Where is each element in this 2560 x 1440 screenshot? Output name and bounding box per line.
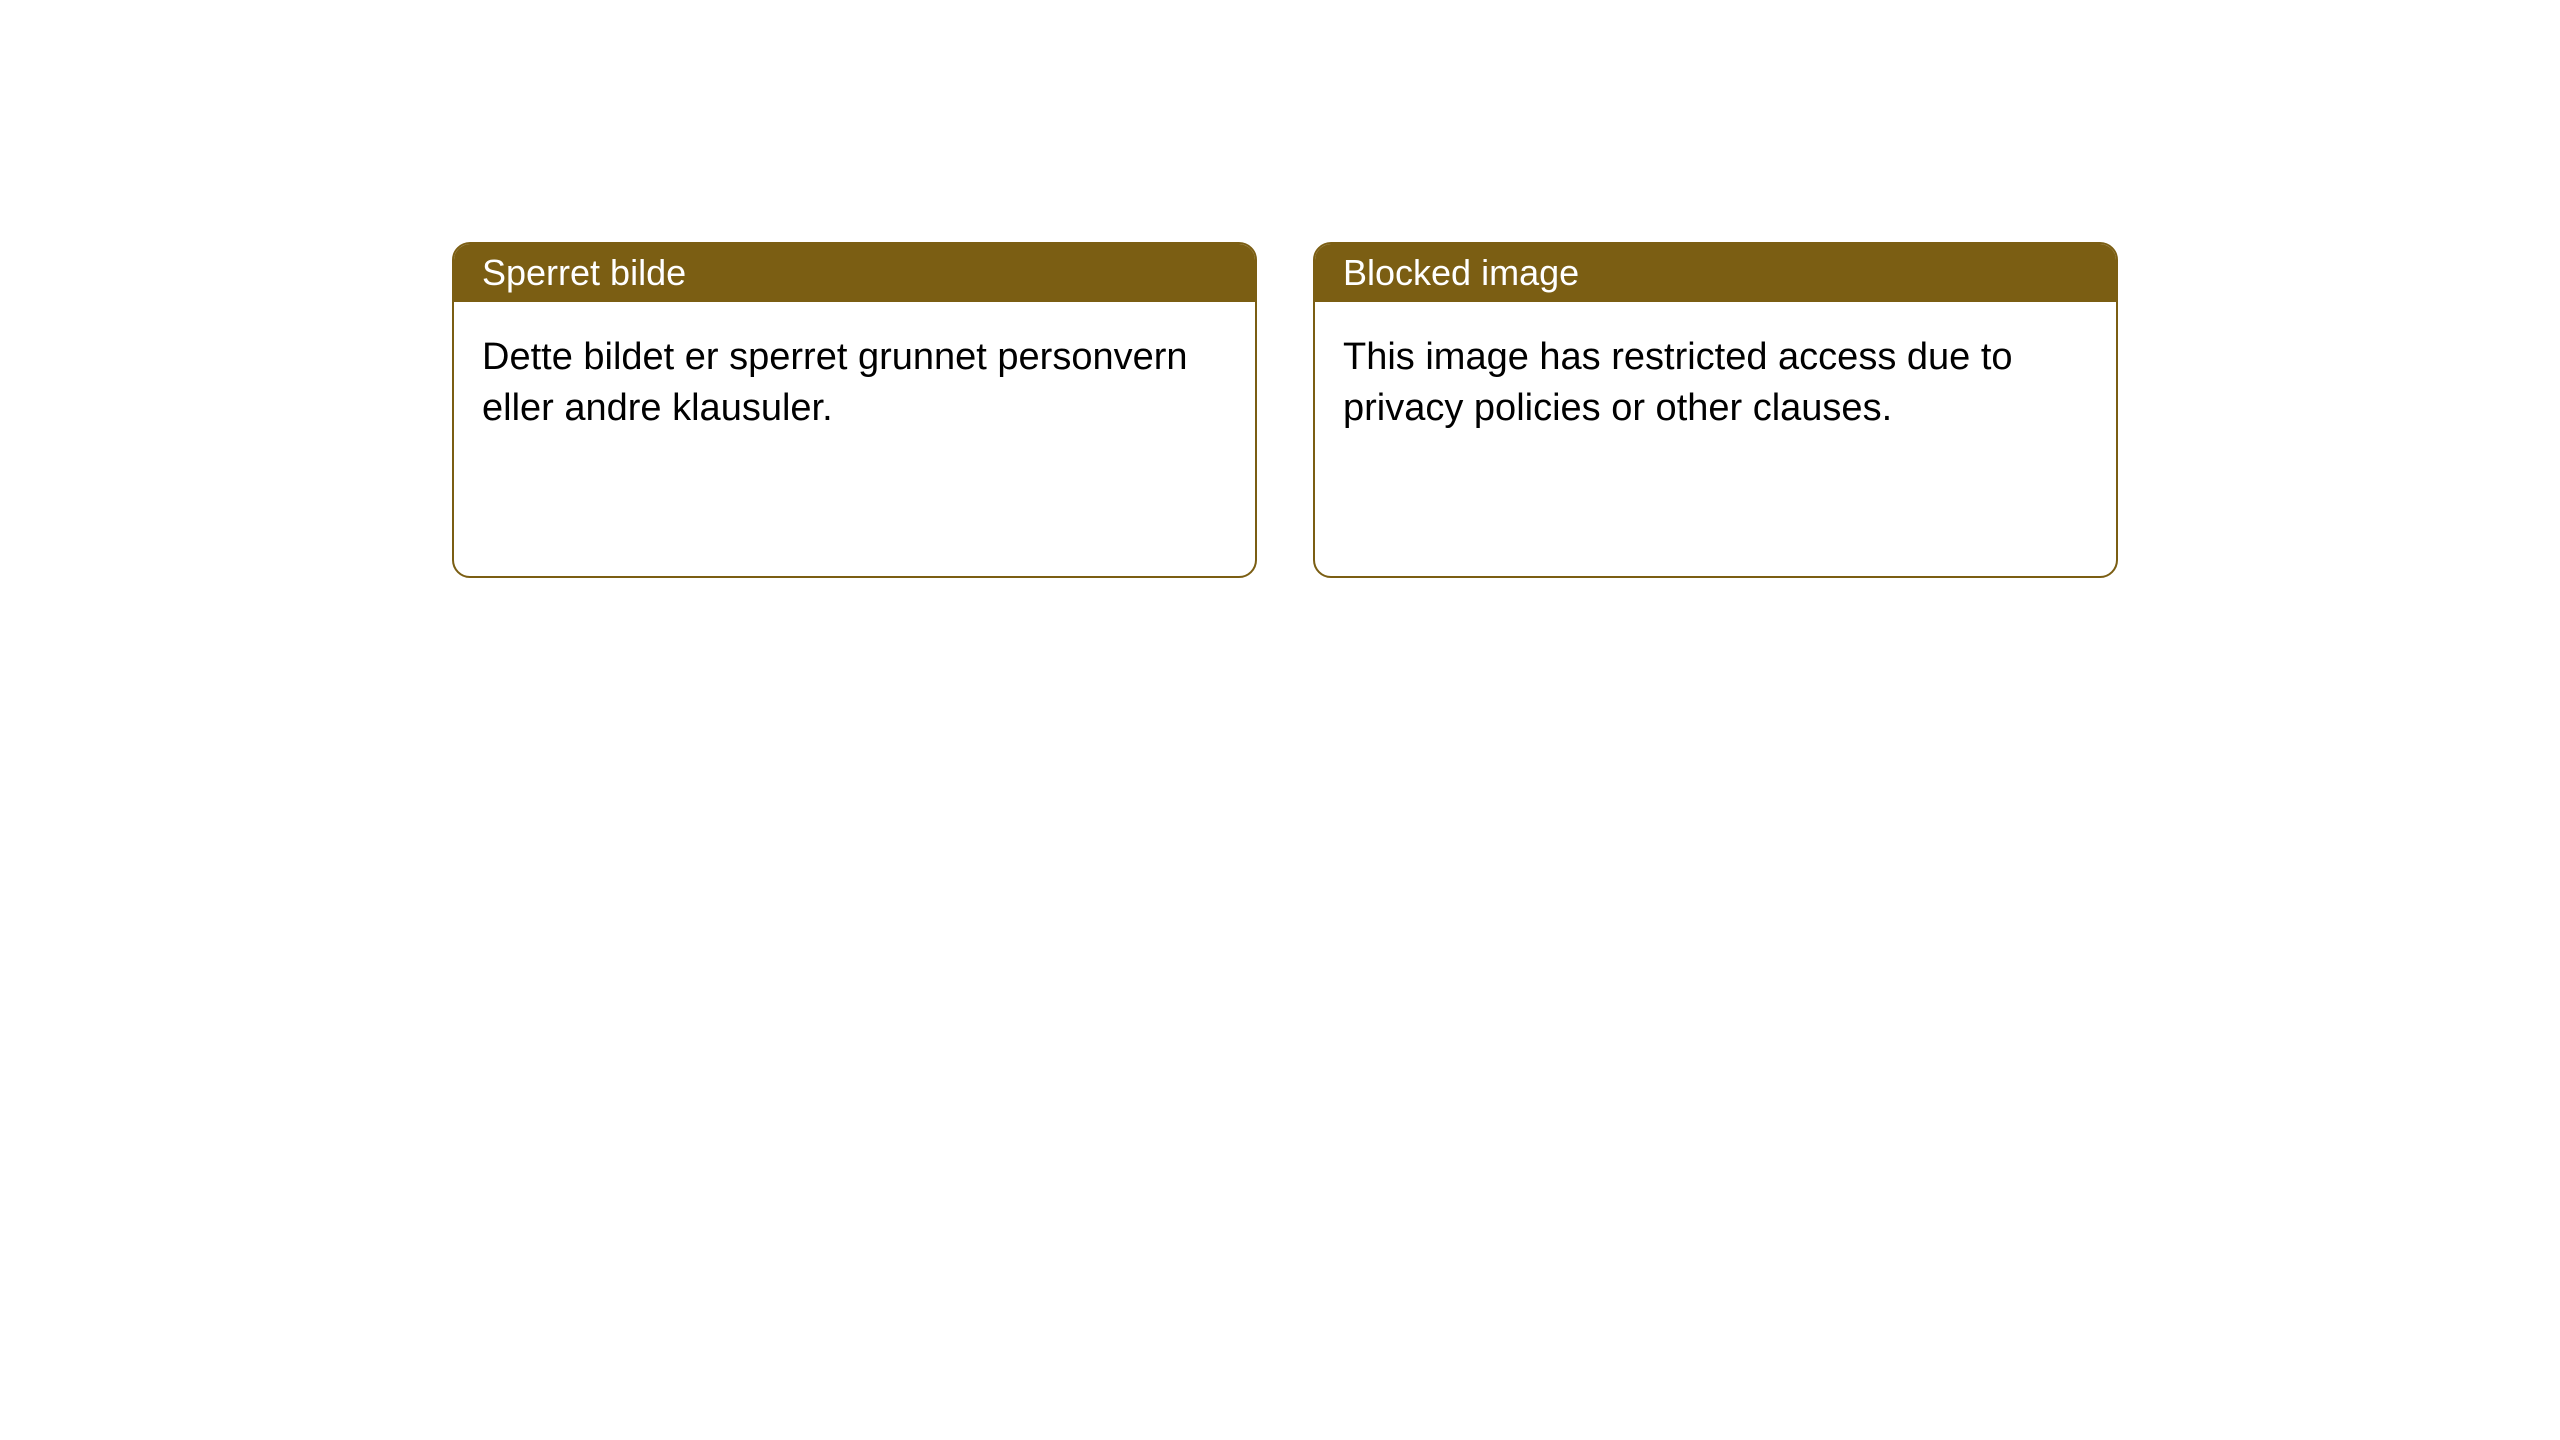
notice-text-english: This image has restricted access due to … <box>1343 336 2013 429</box>
notice-box-english: Blocked image This image has restricted … <box>1313 242 2118 578</box>
notice-header-norwegian: Sperret bilde <box>454 244 1255 302</box>
notice-box-norwegian: Sperret bilde Dette bildet er sperret gr… <box>452 242 1257 578</box>
notice-body-english: This image has restricted access due to … <box>1315 302 2116 465</box>
notice-title-norwegian: Sperret bilde <box>482 252 686 294</box>
notice-header-english: Blocked image <box>1315 244 2116 302</box>
notice-container: Sperret bilde Dette bildet er sperret gr… <box>452 242 2118 578</box>
notice-body-norwegian: Dette bildet er sperret grunnet personve… <box>454 302 1255 465</box>
notice-title-english: Blocked image <box>1343 252 1579 294</box>
notice-text-norwegian: Dette bildet er sperret grunnet personve… <box>482 336 1188 429</box>
